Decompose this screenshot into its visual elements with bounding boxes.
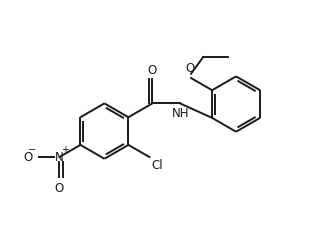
Text: Cl: Cl xyxy=(151,159,163,172)
Text: O: O xyxy=(55,182,64,195)
Text: O: O xyxy=(185,62,194,75)
Text: NH: NH xyxy=(172,107,189,120)
Text: O: O xyxy=(148,64,157,77)
Text: +: + xyxy=(61,145,69,155)
Text: O: O xyxy=(23,150,32,164)
Text: N: N xyxy=(55,150,64,164)
Text: −: − xyxy=(28,145,36,155)
